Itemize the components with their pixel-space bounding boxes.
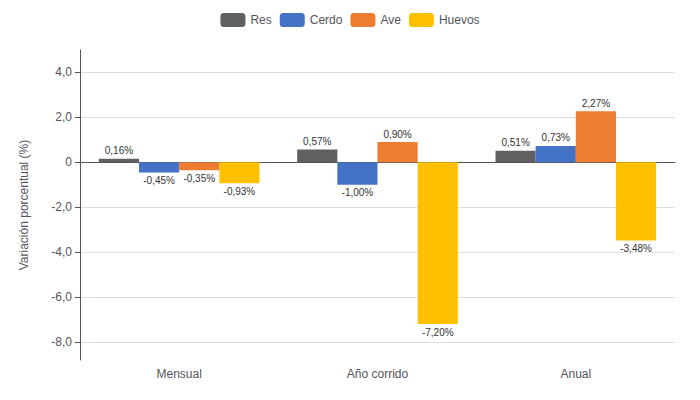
svg-text:0: 0 (65, 155, 72, 169)
svg-text:0,16%: 0,16% (105, 145, 133, 156)
svg-text:Ave: Ave (380, 13, 401, 27)
svg-text:0,90%: 0,90% (383, 129, 411, 140)
svg-text:-8,0: -8,0 (51, 335, 72, 349)
svg-text:Año corrido: Año corrido (347, 367, 409, 381)
svg-text:Res: Res (250, 13, 271, 27)
svg-text:-0,45%: -0,45% (143, 175, 175, 186)
svg-text:Cerdo: Cerdo (310, 13, 343, 27)
svg-text:-3,48%: -3,48% (620, 243, 652, 254)
svg-text:-4,0: -4,0 (51, 245, 72, 259)
svg-text:Variación porcentual (%): Variación porcentual (%) (17, 140, 31, 271)
svg-text:0,57%: 0,57% (303, 136, 331, 147)
svg-text:Anual: Anual (560, 367, 591, 381)
svg-text:-0,35%: -0,35% (183, 173, 215, 184)
svg-text:-7,20%: -7,20% (422, 327, 454, 338)
svg-text:2,0: 2,0 (55, 110, 72, 124)
svg-text:-6,0: -6,0 (51, 290, 72, 304)
svg-text:Mensual: Mensual (156, 367, 201, 381)
svg-text:Huevos: Huevos (439, 13, 480, 27)
svg-text:-1,00%: -1,00% (342, 187, 374, 198)
svg-text:-2,0: -2,0 (51, 200, 72, 214)
svg-text:0,51%: 0,51% (501, 137, 529, 148)
svg-text:2,27%: 2,27% (582, 98, 610, 109)
svg-text:4,0: 4,0 (55, 65, 72, 79)
svg-text:-0,93%: -0,93% (224, 186, 256, 197)
svg-text:0,73%: 0,73% (542, 132, 570, 143)
